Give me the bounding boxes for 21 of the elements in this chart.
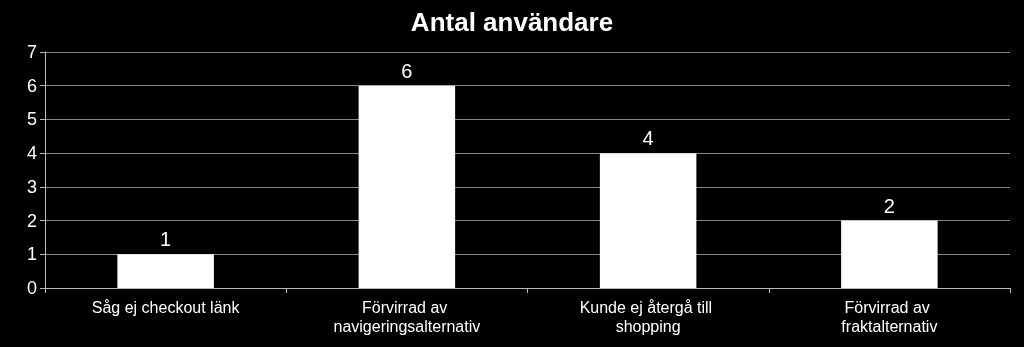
y-tick-label: 2	[26, 210, 37, 231]
data-label: 1	[160, 228, 172, 251]
y-tick-label: 7	[26, 42, 37, 62]
bar	[117, 254, 214, 288]
y-tick-label: 3	[26, 176, 37, 197]
x-tick-label: Såg ej checkout länk	[91, 299, 241, 316]
y-tick-label: 0	[26, 278, 37, 298]
y-tick-label: 6	[26, 75, 37, 96]
bar	[358, 85, 456, 288]
chart-title: Antal användare	[410, 7, 614, 37]
y-tick-label: 5	[26, 109, 37, 130]
x-tick-label: Kunde ej återgå till shopping	[579, 299, 717, 335]
data-label: 2	[883, 194, 895, 217]
x-tick-label: Förvirrad av fraktalternativ	[841, 299, 938, 335]
bar	[599, 153, 697, 288]
bar	[841, 220, 938, 288]
data-label: 4	[642, 127, 654, 150]
y-tick-label: 1	[26, 244, 37, 265]
y-tick-label: 4	[26, 143, 37, 164]
data-label: 6	[401, 59, 413, 82]
x-tick-label: Förvirrad av navigeringsalternativ	[333, 299, 481, 335]
